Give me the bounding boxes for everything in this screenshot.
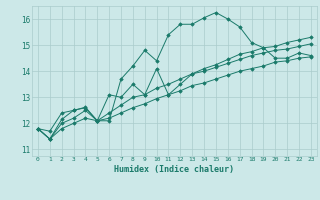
- X-axis label: Humidex (Indice chaleur): Humidex (Indice chaleur): [115, 165, 234, 174]
